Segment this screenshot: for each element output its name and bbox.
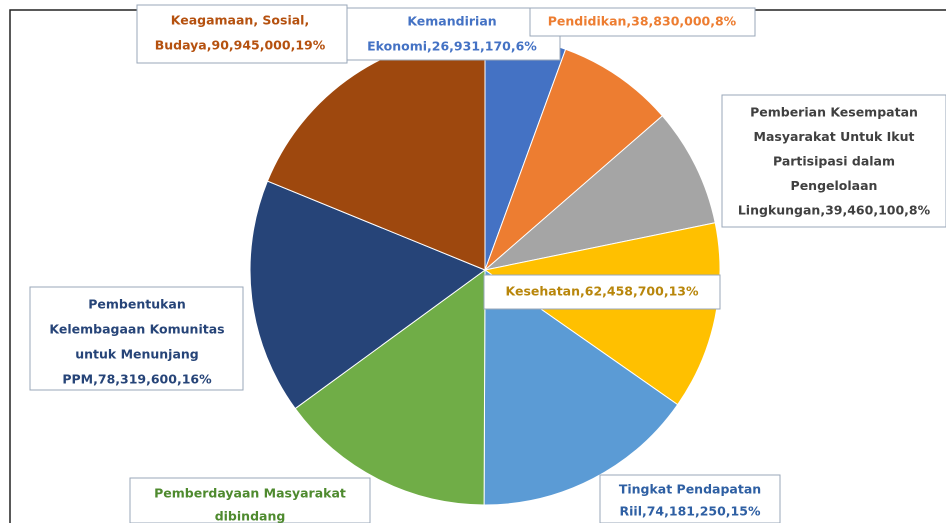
label-box [721, 94, 946, 228]
slice-label: Pendidikan,38,830,000,8% [548, 14, 737, 29]
label-box [483, 274, 721, 310]
slice-label: Lingkungan,39,460,100,8% [738, 203, 931, 218]
slice-label: Pembentukan [88, 297, 186, 312]
label-box [136, 4, 348, 64]
pie-slice [483, 115, 716, 271]
slice-label: Partisipasi dalam [773, 154, 895, 169]
slice-label: Kemandirian [407, 14, 496, 29]
pie-slice [483, 222, 721, 406]
slice-label: Pemberian Kesempatan [750, 105, 918, 120]
pie-slice [294, 269, 486, 506]
label-box [29, 286, 244, 391]
slice-label: Pengelolaan [791, 178, 878, 193]
label-box [529, 7, 756, 37]
label-box [129, 477, 371, 523]
slice-label: Masyarakat Untuk Ikut [754, 129, 915, 144]
slice-label: dibindang [215, 509, 286, 523]
label-box [599, 474, 781, 523]
slice-label: Riil,74,181,250,15% [620, 504, 761, 519]
pie-slice [484, 48, 664, 271]
slice-label: Kesehatan,62,458,700,13% [506, 284, 699, 299]
slice-label: Ekonomi,26,931,170,6% [367, 39, 537, 54]
slice-label: PPM,78,319,600,16% [62, 372, 212, 387]
pie-slice [483, 269, 679, 506]
slice-label: Tingkat Pendapatan [619, 482, 761, 497]
pie-slice [249, 180, 487, 410]
slice-label: Kelembagaan Komunitas [49, 322, 224, 337]
slice-label: Pemberdayaan Masyarakat [154, 486, 346, 501]
slice-label: untuk Menunjang [75, 347, 199, 362]
slice-label: Budaya,90,945,000,19% [155, 38, 326, 53]
slice-label: Keagamaan, Sosial, [171, 13, 309, 28]
